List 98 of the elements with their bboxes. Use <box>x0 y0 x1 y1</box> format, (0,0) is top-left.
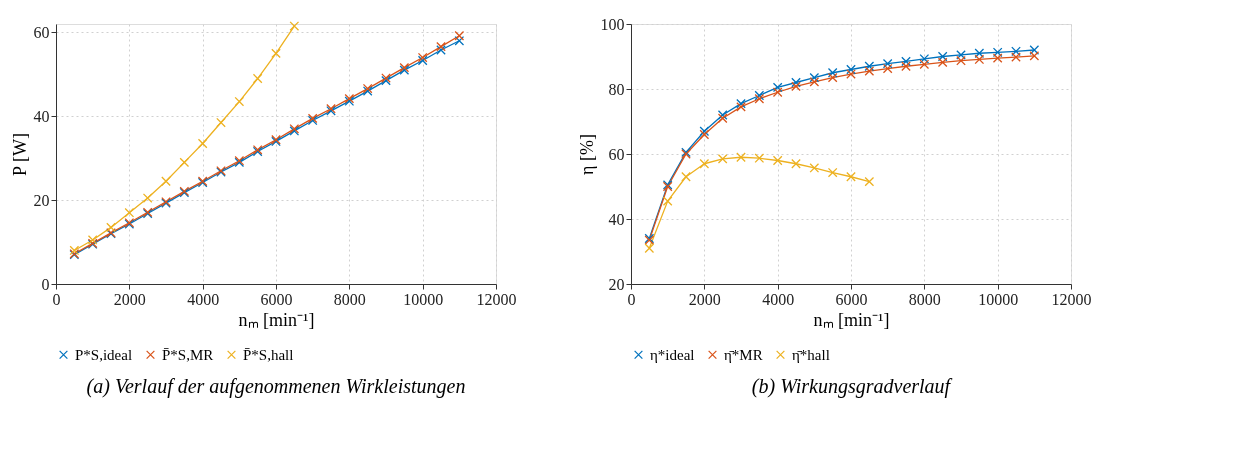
point <box>956 50 966 60</box>
y-tick-label: 0 <box>41 275 50 293</box>
x-tick-label: 4000 <box>762 290 795 308</box>
point <box>216 117 226 128</box>
x-tick-label: 0 <box>52 290 61 308</box>
point <box>736 102 746 112</box>
x-tick-label: 4000 <box>187 290 220 308</box>
point <box>827 67 838 78</box>
point <box>436 41 446 52</box>
x-tick-label: 2000 <box>688 290 721 308</box>
y-tick-label: 20 <box>33 191 50 209</box>
legend-label: P̄*S,hall <box>243 346 294 363</box>
point <box>937 51 948 62</box>
point <box>992 47 1003 58</box>
point <box>1011 52 1021 62</box>
point <box>681 171 691 182</box>
x-tick-label: 6000 <box>260 290 293 308</box>
point <box>142 193 153 203</box>
x-axis-title: nₘ [min⁻¹] <box>238 309 315 330</box>
legend-label: η̄*hall <box>792 346 830 363</box>
point <box>1029 51 1040 61</box>
point <box>827 167 838 178</box>
point <box>644 243 655 254</box>
point <box>809 77 820 87</box>
point <box>717 154 728 164</box>
x-tick-label: 8000 <box>333 290 366 308</box>
point <box>271 48 281 59</box>
point <box>124 207 135 218</box>
point <box>436 45 446 55</box>
point <box>992 53 1003 63</box>
x-tick-label: 8000 <box>908 290 941 308</box>
point <box>974 54 985 65</box>
point <box>846 69 856 79</box>
x-tick-label: 12000 <box>1051 290 1092 308</box>
y-tick-label: 60 <box>608 145 625 163</box>
point <box>772 82 783 93</box>
x-tick-label: 0 <box>627 290 636 308</box>
y-axis-title: η [%] <box>576 134 597 175</box>
point <box>717 110 728 120</box>
point <box>662 196 673 206</box>
point <box>864 66 875 76</box>
point <box>772 155 783 166</box>
point <box>827 72 838 83</box>
point <box>179 157 190 168</box>
point <box>1029 45 1040 55</box>
point <box>791 81 801 92</box>
point <box>937 57 948 68</box>
legend-label: P*S,ideal <box>75 346 133 363</box>
point <box>699 158 710 169</box>
legend-label: P̄*S,MR <box>162 346 214 363</box>
point <box>736 98 746 109</box>
y-tick-label: 40 <box>33 107 50 125</box>
point <box>846 64 856 75</box>
point <box>106 222 116 233</box>
point <box>791 77 801 88</box>
x-tick-label: 6000 <box>835 290 868 308</box>
point <box>974 48 985 59</box>
point <box>901 56 911 67</box>
point <box>1011 46 1021 57</box>
x-tick-label: 12000 <box>476 290 517 308</box>
x-tick-label: 10000 <box>403 290 444 308</box>
point <box>87 235 98 245</box>
y-tick-label: 20 <box>608 275 625 293</box>
y-tick-label: 80 <box>608 80 625 98</box>
point <box>956 55 966 66</box>
point <box>901 61 911 72</box>
point <box>454 35 465 46</box>
point <box>754 153 765 164</box>
x-tick-label: 2000 <box>113 290 146 308</box>
x-tick-label: 10000 <box>978 290 1019 308</box>
point <box>736 152 746 163</box>
text: (a) Verlauf der aufgenommenen Wirkleistungen <box>86 375 466 398</box>
point <box>161 176 171 187</box>
point <box>919 59 930 70</box>
y-axis-title: P [W] <box>9 133 30 176</box>
point <box>252 73 263 84</box>
point <box>864 176 875 187</box>
legend-label: η*ideal <box>650 346 695 363</box>
point <box>289 21 300 31</box>
point <box>809 163 820 173</box>
point <box>882 58 893 69</box>
point <box>846 171 856 182</box>
point <box>791 158 801 169</box>
point <box>717 113 728 124</box>
y-tick-label: 100 <box>600 15 625 33</box>
x-axis-title: nₘ [min⁻¹] <box>813 309 890 330</box>
text: (b) Wirkungsgradverlauf <box>751 375 953 398</box>
y-tick-label: 60 <box>33 23 50 41</box>
point <box>919 53 930 64</box>
y-tick-label: 40 <box>608 210 625 228</box>
point <box>454 30 465 41</box>
point <box>809 72 820 83</box>
point <box>882 63 893 74</box>
point <box>772 87 783 98</box>
point <box>197 138 208 149</box>
legend-label: η̄*MR <box>724 346 763 363</box>
point <box>234 96 245 107</box>
point <box>864 61 875 72</box>
